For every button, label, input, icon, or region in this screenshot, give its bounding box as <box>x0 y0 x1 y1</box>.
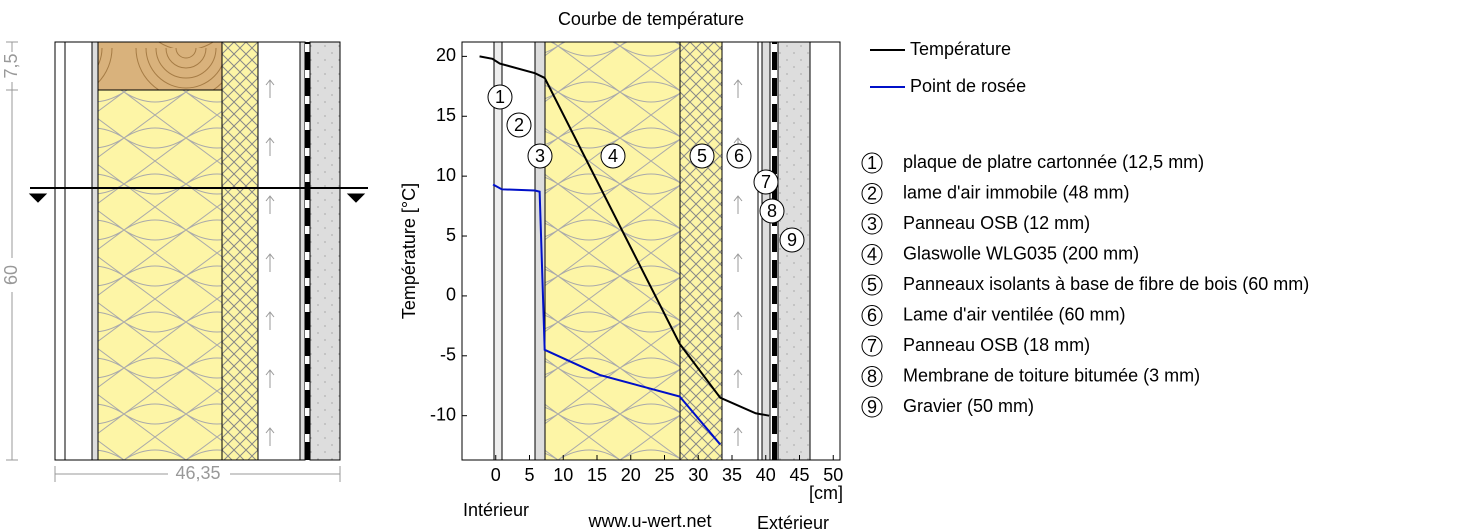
layer-marker-number: 4 <box>608 146 618 166</box>
layer-list-name: lame d'air immobile (48 mm) <box>903 182 1130 202</box>
layer-list: 1 plaque de platre cartonnée (12,5 mm) 2 la… <box>862 152 1309 417</box>
page: 7,5 60 46,35 Courbe de température Tempé… <box>0 0 1459 532</box>
x-tick-label: 35 <box>722 465 742 485</box>
y-tick-label: 15 <box>436 105 456 125</box>
dimension-label: 60 <box>1 265 21 285</box>
layer-list-number: 6 <box>867 305 877 325</box>
layer-list-name: Panneau OSB (18 mm) <box>903 335 1090 355</box>
y-tick-label: 10 <box>436 165 456 185</box>
y-tick-label: 20 <box>436 45 456 65</box>
layer-list-name: Panneau OSB (12 mm) <box>903 213 1090 233</box>
x-tick-label: 25 <box>654 465 674 485</box>
x-tick-label: 45 <box>789 465 809 485</box>
layer-marker-number: 9 <box>787 230 797 250</box>
legend-label: Température <box>910 39 1011 59</box>
layer-list-number: 3 <box>867 214 877 234</box>
note: Extérieur <box>757 513 829 532</box>
y-tick-label: 0 <box>446 285 456 305</box>
x-tick-label: 10 <box>553 465 573 485</box>
cross-section <box>30 42 368 460</box>
layer-list-number: 1 <box>867 153 877 173</box>
layer-list-name: Membrane de toiture bitumée (3 mm) <box>903 365 1200 385</box>
layer-list-name: Gravier (50 mm) <box>903 396 1034 416</box>
layer-list-name: plaque de platre cartonnée (12,5 mm) <box>903 152 1204 172</box>
layer-list-number: 4 <box>867 244 877 264</box>
x-tick-label: 40 <box>756 465 776 485</box>
note: Intérieur <box>463 500 529 520</box>
layer-marker-number: 8 <box>767 201 777 221</box>
layer-list-number: 9 <box>867 397 877 417</box>
layer-list-name: Glaswolle WLG035 (200 mm) <box>903 243 1139 263</box>
layer-list-name: Panneaux isolants à base de fibre de boi… <box>903 274 1309 294</box>
layer-marker-number: 1 <box>495 87 505 107</box>
layer-list-number: 8 <box>867 366 877 386</box>
layer-marker-number: 2 <box>514 115 524 135</box>
dimension-label: 7,5 <box>1 53 21 78</box>
note: www.u-wert.net <box>587 511 711 531</box>
x-tick-label: 20 <box>621 465 641 485</box>
y-tick-label: -5 <box>440 345 456 365</box>
legend-label: Point de rosée <box>910 76 1026 96</box>
x-tick-label: 0 <box>491 465 501 485</box>
y-tick-label: 5 <box>446 225 456 245</box>
layer-marker-number: 5 <box>697 146 707 166</box>
x-unit: [cm] <box>809 483 843 503</box>
y-axis-label: Température [°C] <box>399 183 419 319</box>
x-tick-label: 5 <box>524 465 534 485</box>
layer-marker-number: 3 <box>535 146 545 166</box>
y-tick-label: -10 <box>430 404 456 424</box>
layer-list-name: Lame d'air ventilée (60 mm) <box>903 304 1126 324</box>
layer-list-number: 5 <box>867 275 877 295</box>
layer-marker-number: 7 <box>761 172 771 192</box>
layer-list-number: 7 <box>867 336 877 356</box>
layer-list-number: 2 <box>867 183 877 203</box>
layer-marker-number: 6 <box>734 146 744 166</box>
chart-title: Courbe de température <box>558 9 744 29</box>
x-tick-label: 15 <box>587 465 607 485</box>
x-tick-label: 30 <box>688 465 708 485</box>
dimension-label: 46,35 <box>175 463 220 483</box>
x-tick-label: 50 <box>823 465 843 485</box>
